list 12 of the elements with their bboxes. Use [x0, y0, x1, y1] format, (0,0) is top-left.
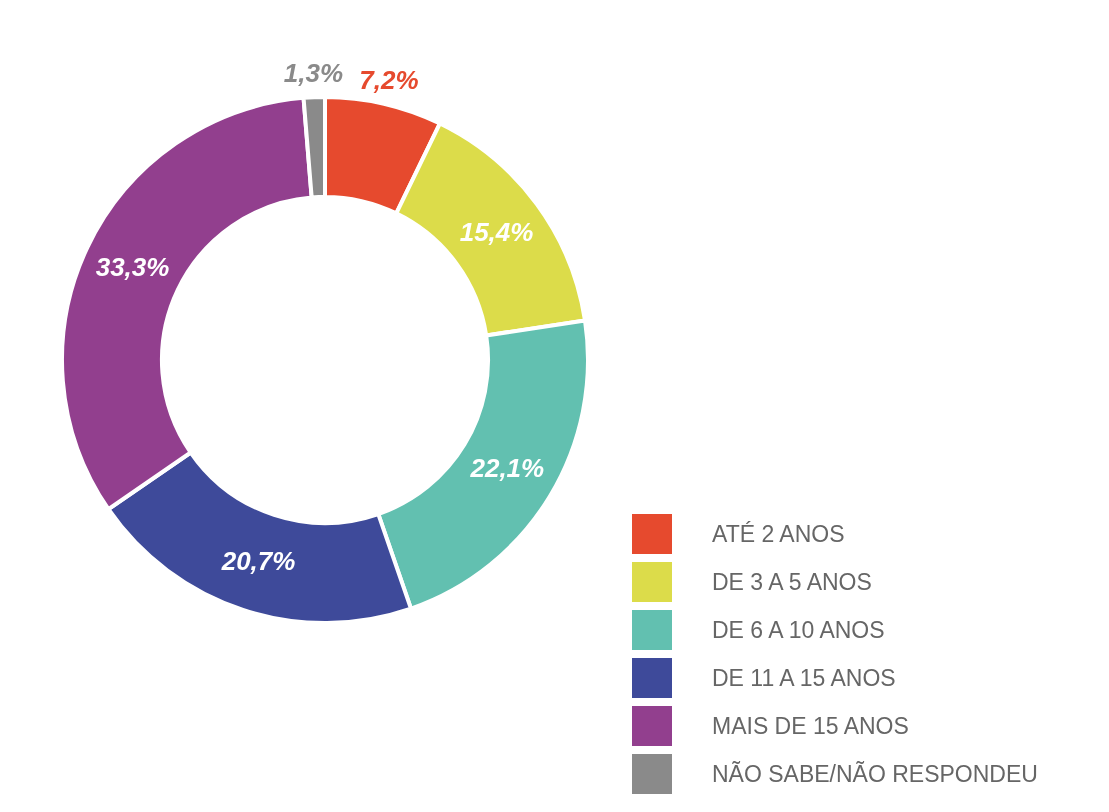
data-label: 7,2% [359, 65, 419, 96]
legend-label: ATÉ 2 ANOS [712, 520, 845, 548]
legend-label: DE 11 A 15 ANOS [712, 664, 896, 692]
legend-label: MAIS DE 15 ANOS [712, 712, 909, 740]
legend-label: DE 3 A 5 ANOS [712, 568, 872, 596]
data-label: 1,3% [283, 58, 343, 89]
data-label: 15,4% [459, 216, 534, 247]
data-label: 20,7% [220, 545, 296, 576]
data-label: 33,3% [95, 251, 170, 282]
legend-label: DE 6 A 10 ANOS [712, 616, 885, 644]
data-label: 22,1% [469, 453, 545, 484]
legend-label: NÃO SABE/NÃO RESPONDEU [712, 760, 1038, 788]
